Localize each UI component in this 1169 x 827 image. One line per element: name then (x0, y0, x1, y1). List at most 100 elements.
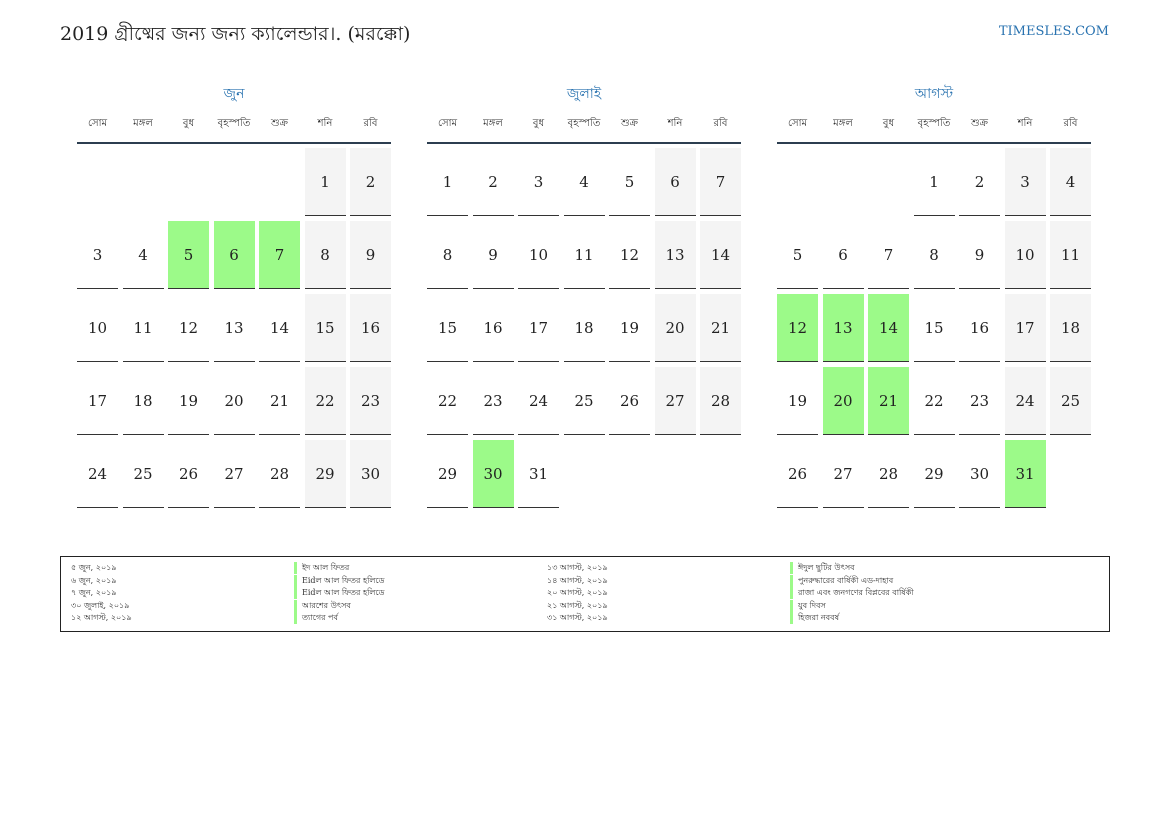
day-cell[interactable]: 14 (259, 294, 300, 362)
day-cell[interactable]: 11 (563, 221, 605, 289)
day-cell[interactable]: 7 (700, 148, 741, 216)
day-cell[interactable]: 16 (959, 294, 1000, 362)
day-cell[interactable]: 4 (563, 148, 605, 216)
day-cell[interactable]: 12 (609, 221, 650, 289)
day-cell[interactable]: 30 (959, 440, 1000, 508)
day-cell[interactable]: 24 (518, 367, 559, 435)
day-cell[interactable]: 23 (959, 367, 1000, 435)
day-cell[interactable]: 2 (350, 148, 391, 216)
day-cell[interactable]: 28 (700, 367, 741, 435)
day-cell[interactable]: 18 (563, 294, 605, 362)
day-cell[interactable]: 11 (1050, 221, 1091, 289)
day-cell[interactable]: 2 (959, 148, 1000, 216)
day-cell[interactable]: 27 (213, 440, 255, 508)
site-link[interactable]: TIMESLES.COM (998, 24, 1109, 39)
day-cell[interactable]: 6 (654, 148, 696, 216)
day-cell[interactable]: 14 (868, 294, 909, 362)
day-cell[interactable]: 10 (1004, 221, 1046, 289)
day-cell[interactable]: 20 (822, 367, 864, 435)
day-cell[interactable]: 19 (168, 367, 209, 435)
day-cell[interactable]: 11 (122, 294, 164, 362)
day-cell[interactable]: 28 (259, 440, 300, 508)
day-cell[interactable]: 23 (350, 367, 391, 435)
day-cell[interactable]: 6 (213, 221, 255, 289)
day-cell[interactable]: 1 (913, 148, 955, 216)
day-cell[interactable]: 17 (77, 367, 118, 435)
day-cell[interactable]: 10 (77, 294, 118, 362)
day-cell[interactable]: 30 (472, 440, 514, 508)
weekday-label: বৃহস্পতি (917, 118, 951, 129)
day-cell[interactable]: 25 (122, 440, 164, 508)
legend-date: ৭ জুন, ২০১৯ (71, 588, 117, 597)
day-cell[interactable]: 19 (777, 367, 818, 435)
day-cell[interactable]: 7 (868, 221, 909, 289)
day-cell[interactable]: 5 (168, 221, 209, 289)
day-cell[interactable]: 9 (472, 221, 514, 289)
day-cell[interactable]: 13 (213, 294, 255, 362)
weekday-header: সোম মঙ্গল বুধ বৃহস্পতি শুক্র শনি রবি (77, 116, 391, 136)
day-cell[interactable]: 21 (259, 367, 300, 435)
day-cell[interactable]: 1 (427, 148, 468, 216)
day-cell[interactable]: 24 (1004, 367, 1046, 435)
day-cell[interactable]: 6 (822, 221, 864, 289)
day-cell[interactable]: 24 (77, 440, 118, 508)
legend-holiday-name: Eidল আল ফিতর হলিডে (294, 574, 522, 587)
day-cell[interactable]: 21 (700, 294, 741, 362)
day-cell[interactable]: 3 (518, 148, 559, 216)
day-cell[interactable]: 8 (913, 221, 955, 289)
day-cell[interactable]: 10 (518, 221, 559, 289)
day-cell[interactable]: 22 (913, 367, 955, 435)
day-cell[interactable]: 18 (1050, 294, 1091, 362)
day-cell[interactable]: 12 (168, 294, 209, 362)
day-cell[interactable]: 3 (77, 221, 118, 289)
day-cell[interactable]: 20 (654, 294, 696, 362)
day-cell[interactable]: 21 (868, 367, 909, 435)
day-cell[interactable]: 15 (913, 294, 955, 362)
day-cell[interactable]: 26 (609, 367, 650, 435)
day-cell[interactable]: 20 (213, 367, 255, 435)
day-cell[interactable]: 13 (654, 221, 696, 289)
day-cell[interactable]: 16 (472, 294, 514, 362)
day-cell[interactable]: 23 (472, 367, 514, 435)
day-cell[interactable]: 30 (350, 440, 391, 508)
day-cell[interactable]: 18 (122, 367, 164, 435)
day-cell[interactable]: 9 (959, 221, 1000, 289)
day-cell[interactable]: 29 (304, 440, 346, 508)
day-cell[interactable]: 12 (777, 294, 818, 362)
day-cell[interactable]: 8 (427, 221, 468, 289)
day-cell[interactable]: 17 (518, 294, 559, 362)
day-cell[interactable]: 31 (1004, 440, 1046, 508)
day-cell[interactable]: 3 (1004, 148, 1046, 216)
day-cell[interactable]: 26 (777, 440, 818, 508)
day-cell[interactable]: 26 (168, 440, 209, 508)
day-cell[interactable]: 22 (304, 367, 346, 435)
day-cell[interactable]: 9 (350, 221, 391, 289)
day-cell[interactable]: 25 (563, 367, 605, 435)
day-cell[interactable]: 15 (304, 294, 346, 362)
day-cell[interactable]: 13 (822, 294, 864, 362)
day-cell[interactable]: 4 (1050, 148, 1091, 216)
day-cell[interactable]: 29 (913, 440, 955, 508)
day-cell[interactable]: 17 (1004, 294, 1046, 362)
day-cell[interactable]: 2 (472, 148, 514, 216)
day-cell[interactable]: 25 (1050, 367, 1091, 435)
day-cell[interactable]: 27 (654, 367, 696, 435)
day-cell[interactable]: 5 (777, 221, 818, 289)
day-cell[interactable]: 29 (427, 440, 468, 508)
day-cell[interactable]: 8 (304, 221, 346, 289)
day-cell[interactable]: 16 (350, 294, 391, 362)
day-cell[interactable]: 22 (427, 367, 468, 435)
day-cell[interactable]: 4 (122, 221, 164, 289)
day-cell[interactable]: 15 (427, 294, 468, 362)
day-cell[interactable]: 28 (868, 440, 909, 508)
day-cell[interactable]: 27 (822, 440, 864, 508)
day-cell[interactable]: 5 (609, 148, 650, 216)
day-cell[interactable]: 14 (700, 221, 741, 289)
day-cell[interactable]: 31 (518, 440, 559, 508)
day-cell[interactable]: 7 (259, 221, 300, 289)
legend-date: ২১ আগস্ট, ২০১৯ (547, 600, 608, 610)
month-name: জুলাই (566, 86, 602, 102)
day-cell[interactable]: 19 (609, 294, 650, 362)
day-cell[interactable]: 1 (304, 148, 346, 216)
